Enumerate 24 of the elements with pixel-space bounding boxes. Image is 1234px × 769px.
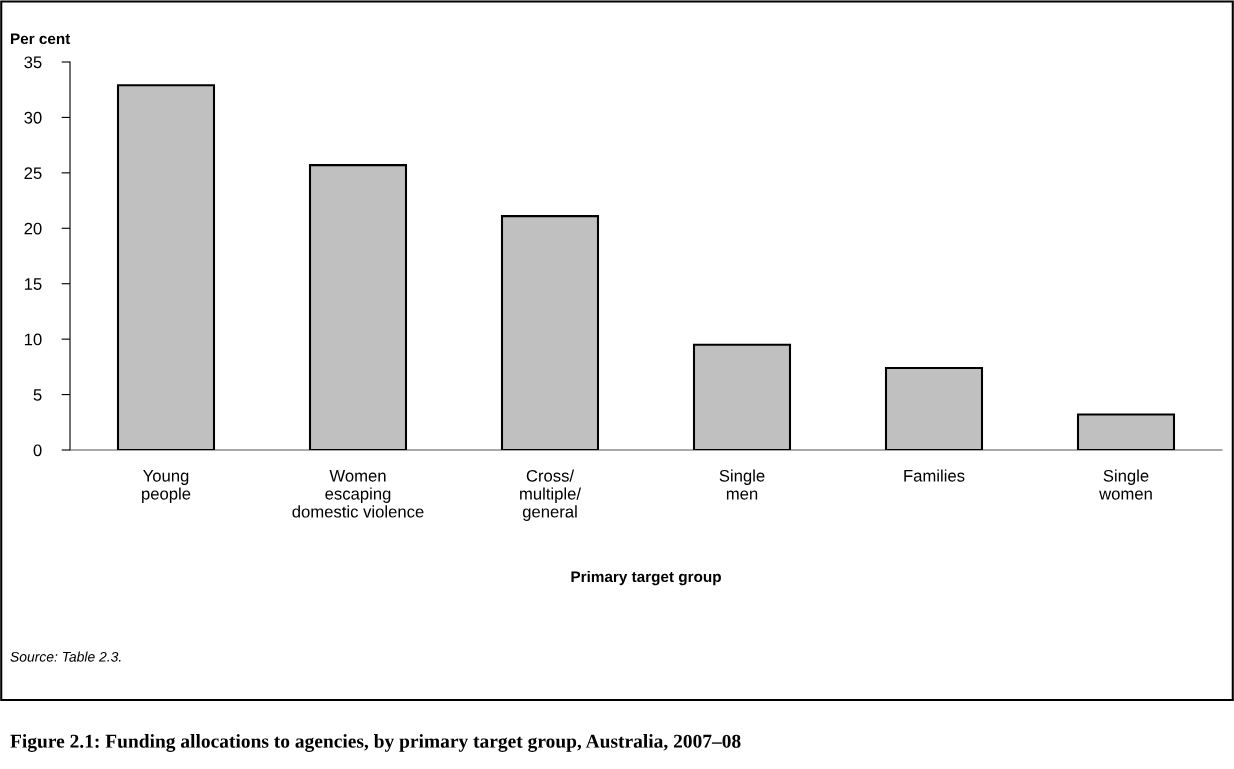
y-tick-label: 15: [24, 278, 42, 290]
source-note: Source: Table 2.3.: [10, 651, 121, 662]
text: Figure 2.1: Funding allocations to agencies, by primary target group, Australia, 2007–08: [10, 734, 741, 752]
x-axis-title: Primary target group: [571, 570, 721, 586]
bar: [692, 343, 792, 450]
y-tick-label: 30: [24, 111, 42, 124]
y-tick-label: 5: [33, 389, 42, 401]
y-tick-label: 35: [24, 56, 42, 69]
y-tick-label: 25: [24, 167, 42, 180]
y-tick-label: 0: [33, 444, 42, 457]
bar: [884, 366, 984, 450]
x-tick-label: Young people: [142, 470, 191, 503]
bar: [500, 215, 600, 450]
bar: [1076, 413, 1176, 450]
x-tick-label: Single women: [1099, 469, 1152, 500]
x-tick-label: Cross/ multiple/ general: [520, 469, 582, 521]
y-tick-label: 10: [24, 333, 42, 346]
y-tick-label: 20: [24, 222, 42, 235]
bar: [116, 84, 216, 450]
bar: [308, 164, 408, 450]
x-tick-label: Single men: [719, 469, 765, 500]
y-axis-title: Per cent: [11, 33, 71, 45]
x-tick-label: Families: [904, 469, 965, 482]
x-tick-label: Women escaping domestic violence: [292, 470, 424, 518]
